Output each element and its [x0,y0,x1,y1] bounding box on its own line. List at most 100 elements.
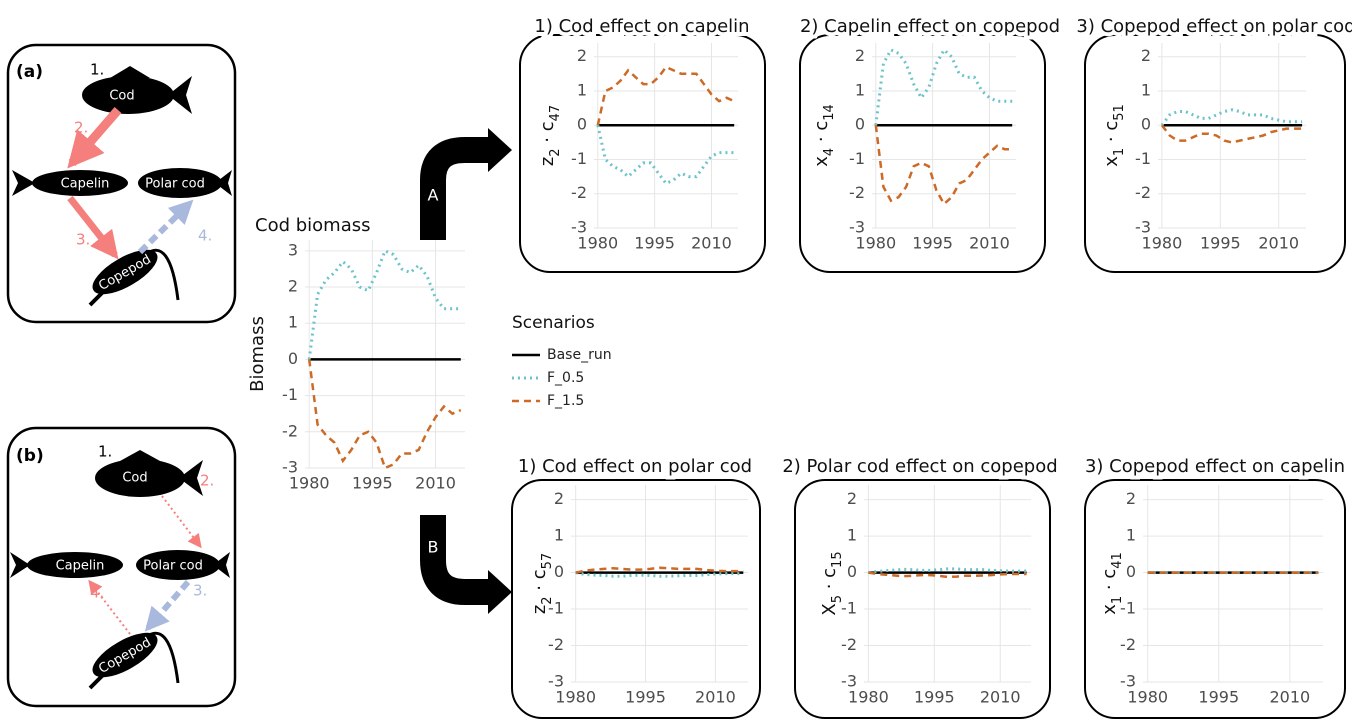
step-label: 2. [200,472,214,490]
x-tick-label: 1980 [1127,688,1168,707]
y-tick-label: -1 [571,149,587,168]
y-tick-label: 0 [554,562,564,581]
x-tick-label: 1995 [1200,234,1241,253]
y-tick-label: -2 [841,635,857,654]
y-tick-label: 0 [1141,115,1151,134]
y-axis-label-part: X [819,603,840,615]
node-label: Polar cod [143,559,203,574]
y-tick-label: 2 [847,489,857,508]
diagram-b: (b) 1. Cod Capelin Polar cod Copepod 2. … [8,428,235,706]
y-tick-label: 0 [855,115,865,134]
chart-panel: -3-2-10123198019952010Cod biomassBiomass [247,215,465,493]
diagram-a: (a) 1. Cod Capelin Polar cod Copepod 2. … [8,45,235,322]
y-tick-label: 1 [577,80,587,99]
y-tick-label: 2 [288,277,298,296]
y-tick-label: -2 [849,183,865,202]
series-line [309,251,461,360]
y-axis-label-part: 2 [540,596,555,604]
y-tick-label: 2 [554,489,564,508]
y-axis-label-part: 57 [540,553,555,570]
x-tick-label: 1995 [625,688,666,707]
y-axis-label-part: 4 [822,148,837,156]
x-tick-label: 2010 [1258,234,1299,253]
x-tick-label: 1995 [352,474,393,493]
y-tick-label: 0 [847,562,857,581]
y-tick-label: -2 [1120,635,1136,654]
y-tick-label: 0 [577,115,587,134]
chart-panel: -3-2-10121980199520102) Capelin effect o… [800,16,1060,272]
chart-title: Cod biomass [255,215,371,236]
arrow-a: A [428,128,512,240]
step-label: 3. [76,231,90,249]
x-tick-label: 1995 [914,688,955,707]
node-label: Polar cod [145,177,205,192]
y-axis-label-part: · c [537,121,558,148]
arrow-b: B [428,515,512,614]
step-label: 2. [74,119,88,137]
x-tick-label: 1980 [577,234,618,253]
y-tick-label: 1 [1126,526,1136,545]
step-label: 3. [193,582,207,600]
chart-title: 2) Polar cod effect on copepod [782,456,1057,477]
x-tick-label: 1995 [912,234,953,253]
y-axis-label-part: x [811,156,832,167]
legend-label: Base_run [547,347,612,363]
y-tick-label: 2 [855,46,865,65]
y-tick-label: 0 [1126,562,1136,581]
x-tick-label: 2010 [1269,688,1310,707]
y-tick-label: -2 [571,183,587,202]
series-line [309,359,461,468]
y-axis-label-part: 47 [548,105,563,122]
y-axis-label-part: x [1099,604,1120,615]
node-label: Capelin [56,559,105,574]
step-label: 4. [90,584,104,602]
x-tick-label: 1995 [634,234,675,253]
y-axis-label: Biomass [247,316,268,392]
x-tick-label: 2010 [980,688,1021,707]
step-label: 1. [98,443,112,461]
y-axis-label-part: 15 [830,551,845,568]
y-axis-label-part: 41 [1110,552,1125,569]
chart-title: 2) Capelin effect on copepod [800,16,1060,37]
x-tick-label: 2010 [691,234,732,253]
y-axis-label-part: z [529,605,550,614]
y-axis-label-part: 51 [1112,104,1127,121]
y-tick-label: -2 [282,421,298,440]
x-tick-label: 1980 [289,474,330,493]
chart-title: 3) Copepod effect on capelin [1085,456,1345,477]
y-axis-label-part: · c [1099,569,1120,596]
chart-title: 3) Copepod effect on polar cod [1076,16,1352,37]
y-tick-label: 1 [288,313,298,332]
y-tick-label: 2 [1126,489,1136,508]
chart-title: 1) Cod effect on capelin [534,16,749,37]
chart-panel: -3-2-10121980199520103) Copepod effect o… [1076,16,1352,272]
y-axis-label-part: Biomass [247,316,268,392]
y-tick-label: 1 [554,526,564,545]
y-tick-label: 1 [855,80,865,99]
y-axis-label-part: · c [529,569,550,596]
x-tick-label: 1980 [1142,234,1183,253]
y-tick-label: 2 [577,46,587,65]
x-tick-label: 1980 [855,234,896,253]
y-tick-label: -1 [1135,149,1151,168]
chart-title: 1) Cod effect on polar cod [518,456,752,477]
x-tick-label: 1980 [848,688,889,707]
legend-label: F_1.5 [547,393,584,409]
x-tick-label: 1995 [1198,688,1239,707]
legend: Scenarios Base_run F_0.5 F_1.5 [512,313,612,409]
arrow-label: B [428,538,439,557]
y-axis-label-part: 14 [822,104,837,121]
y-tick-label: 2 [1141,46,1151,65]
y-axis-label-part: 1 [1110,596,1125,604]
y-axis-label-part: 5 [830,595,845,603]
arrow-label: A [428,186,439,205]
legend-title: Scenarios [512,313,595,333]
y-tick-label: 3 [288,240,298,259]
y-axis-label-part: z [537,157,558,166]
x-tick-label: 2010 [969,234,1010,253]
node-label: Capelin [61,177,110,192]
legend-label: F_0.5 [547,370,584,386]
y-tick-label: -2 [1135,183,1151,202]
